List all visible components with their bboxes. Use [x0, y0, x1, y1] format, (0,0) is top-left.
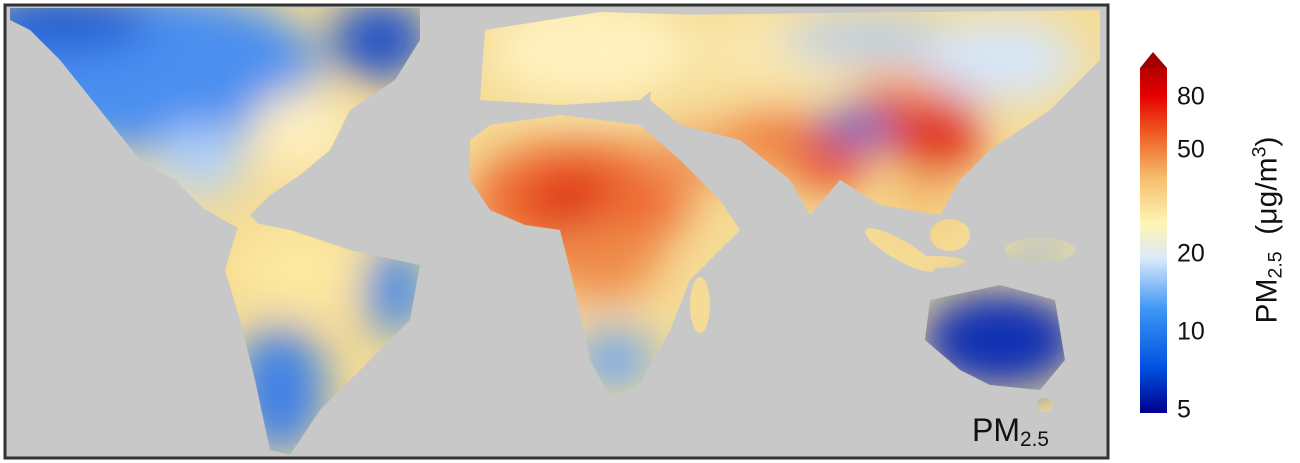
colorbar-tick-label: 20	[1177, 239, 1205, 267]
map-label: PM2.5	[972, 412, 1049, 452]
colorbar-tick-label: 80	[1177, 82, 1205, 111]
colorbar-tick-label: 50	[1177, 135, 1205, 164]
colorbar-extend-arrow	[1140, 52, 1167, 68]
colorbar-bar	[1140, 68, 1167, 413]
colorbar-title: PM2.5 (μg/m3)	[1248, 136, 1287, 324]
colorbar-tick-label: 10	[1177, 317, 1205, 346]
colorbar-tick-label: 5	[1177, 395, 1191, 424]
colorbar	[1140, 52, 1167, 413]
